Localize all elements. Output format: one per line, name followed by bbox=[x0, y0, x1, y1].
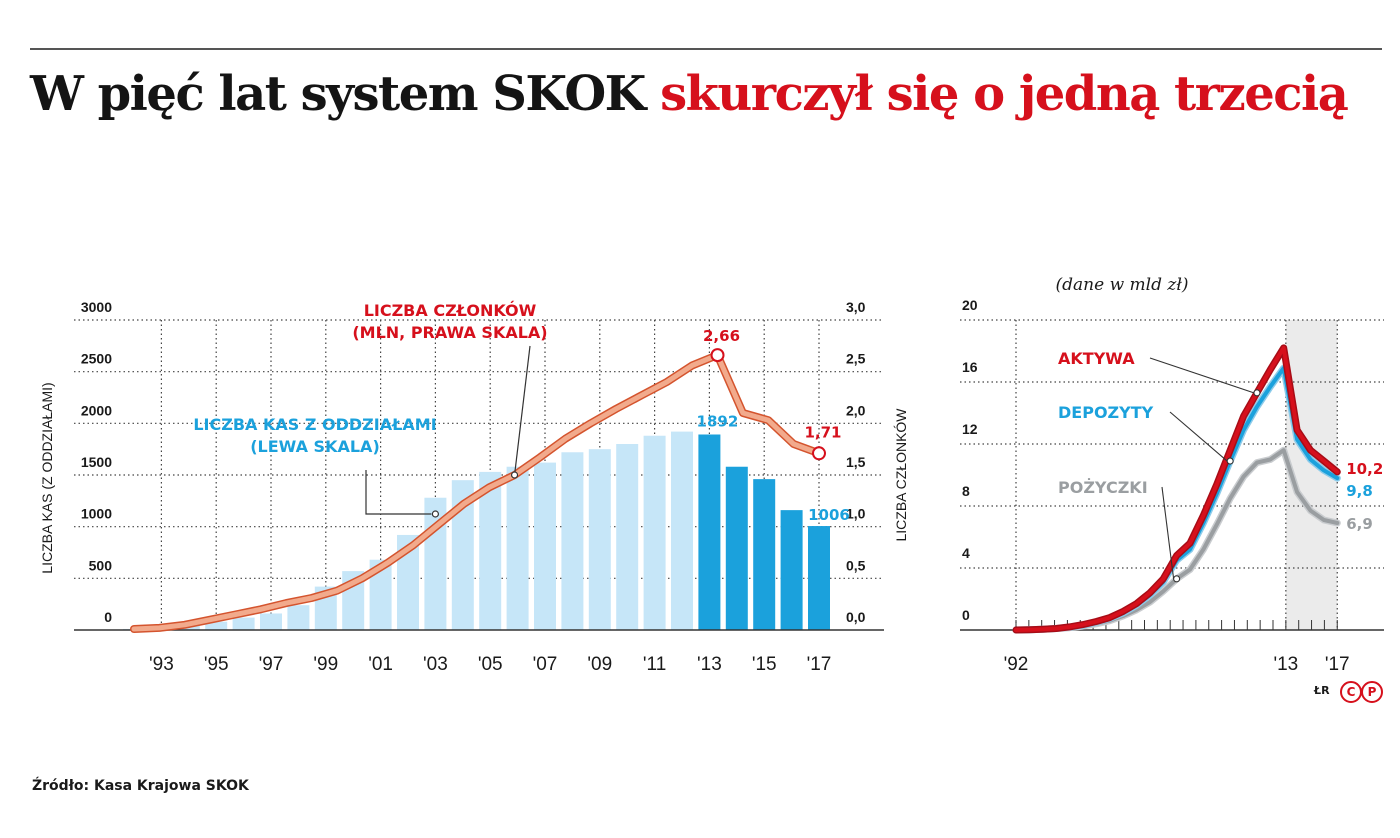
y-tick-left: 1500 bbox=[81, 454, 112, 470]
bar bbox=[588, 449, 611, 630]
branches-peak-label: 1892 bbox=[697, 412, 739, 430]
series-label-2: POŻYCZKI bbox=[1058, 478, 1148, 497]
x-tick: '15 bbox=[752, 654, 777, 675]
y-tick-left: 3000 bbox=[81, 299, 112, 315]
bar bbox=[397, 534, 419, 630]
bar bbox=[287, 605, 310, 630]
branches-last-label: 1006 bbox=[808, 506, 850, 524]
bar bbox=[232, 617, 255, 630]
series-leader-0 bbox=[1149, 357, 1255, 394]
right-chart-subtitle: (dane w mld zł) bbox=[1056, 275, 1189, 295]
headline-part2: skurczył się o jedną trzecią bbox=[660, 66, 1349, 122]
y-tick-right: 2,5 bbox=[846, 351, 866, 367]
y-axis-title-right: LICZBA CZŁONKÓW bbox=[893, 408, 909, 542]
bar bbox=[451, 480, 474, 630]
publisher-logo: C P bbox=[1340, 681, 1388, 703]
members-last-marker bbox=[812, 446, 826, 461]
y-tick-right-chart: 12 bbox=[962, 421, 978, 437]
series-label-0: AKTYWA bbox=[1058, 349, 1135, 368]
y-tick-right: 1,0 bbox=[846, 506, 866, 522]
x-tick: '97 bbox=[259, 654, 284, 675]
series-leader-dot-2 bbox=[1173, 575, 1181, 583]
x-tick: '01 bbox=[368, 654, 393, 675]
bar bbox=[506, 466, 529, 630]
members-peak-label: 2,66 bbox=[703, 327, 740, 345]
x-tick-right-chart: '17 bbox=[1325, 654, 1350, 675]
x-tick: '07 bbox=[533, 654, 558, 675]
branches-annotation-line2: (LEWA SKALA) bbox=[250, 437, 380, 456]
members-last-label: 1,71 bbox=[804, 423, 841, 441]
bar bbox=[616, 444, 639, 630]
y-tick-right: 0,0 bbox=[846, 609, 866, 625]
series-leader-1 bbox=[1169, 411, 1228, 462]
bar bbox=[808, 526, 830, 630]
source-note: Źródło: Kasa Krajowa SKOK bbox=[32, 778, 249, 794]
y-tick-right-chart: 8 bbox=[962, 483, 970, 499]
y-tick-left: 500 bbox=[89, 557, 113, 573]
logo-letter-p: P bbox=[1361, 681, 1383, 703]
top-rule bbox=[30, 48, 1382, 50]
x-tick: '99 bbox=[313, 654, 338, 675]
x-tick-right-chart: '13 bbox=[1273, 654, 1298, 675]
x-tick: '93 bbox=[149, 654, 174, 675]
headline-part1: W pięć lat system SKOK bbox=[30, 66, 646, 122]
branches-annotation-line1: LICZBA KAS Z ODDZIAŁAMI bbox=[193, 415, 436, 434]
bar bbox=[671, 431, 693, 630]
bar bbox=[205, 621, 228, 630]
y-tick-right: 2,0 bbox=[846, 402, 866, 418]
bar bbox=[698, 434, 721, 630]
x-tick: '11 bbox=[643, 654, 666, 675]
bar bbox=[780, 510, 803, 630]
y-tick-right-chart: 0 bbox=[962, 607, 970, 623]
members-leader-dot bbox=[510, 471, 519, 479]
y-tick-left: 2500 bbox=[81, 351, 112, 367]
series-leader-dot-1 bbox=[1226, 457, 1234, 465]
logo-letter-c: C bbox=[1340, 681, 1362, 703]
x-tick-right-chart: '92 bbox=[1004, 654, 1029, 675]
series-end-label-0: 10,2 bbox=[1346, 460, 1383, 478]
y-axis-title-left: LICZBA KAS (Z ODDZIAŁAMI) bbox=[39, 382, 55, 573]
members-annotation-line2: (MLN, PRAWA SKALA) bbox=[352, 323, 547, 342]
x-tick: '17 bbox=[807, 654, 832, 675]
y-tick-right-chart: 16 bbox=[962, 359, 978, 375]
bar bbox=[260, 613, 282, 630]
bar bbox=[369, 559, 392, 630]
y-tick-right: 3,0 bbox=[846, 299, 866, 315]
y-tick-right-chart: 4 bbox=[962, 545, 970, 561]
x-tick: '05 bbox=[478, 654, 503, 675]
bar bbox=[561, 452, 584, 630]
members-annotation-line1: LICZBA CZŁONKÓW bbox=[364, 301, 537, 320]
bar bbox=[725, 466, 748, 630]
y-tick-left: 0 bbox=[104, 609, 112, 625]
members-leader-line bbox=[513, 345, 531, 476]
y-tick-left: 1000 bbox=[81, 506, 112, 522]
x-tick: '03 bbox=[423, 654, 448, 675]
branches-leader-dot bbox=[431, 510, 439, 518]
members-line bbox=[131, 352, 822, 632]
y-tick-right: 1,5 bbox=[846, 454, 866, 470]
x-tick: '13 bbox=[697, 654, 722, 675]
bar bbox=[643, 435, 666, 630]
author-credit: ŁR bbox=[1314, 684, 1330, 697]
series-leader-dot-0 bbox=[1253, 389, 1261, 397]
series-end-label-2: 6,9 bbox=[1346, 515, 1373, 533]
y-tick-right-chart: 20 bbox=[962, 297, 978, 313]
y-tick-left: 2000 bbox=[81, 402, 112, 418]
y-tick-right: 0,5 bbox=[846, 557, 866, 573]
series-leader-2 bbox=[1161, 486, 1175, 579]
x-tick: '09 bbox=[587, 654, 612, 675]
series-end-label-1: 9,8 bbox=[1346, 482, 1373, 500]
x-tick: '95 bbox=[204, 654, 229, 675]
bar bbox=[753, 479, 776, 630]
members-peak-marker bbox=[710, 348, 725, 363]
series-line-0 bbox=[1014, 345, 1340, 632]
series-label-1: DEPOZYTY bbox=[1058, 403, 1154, 422]
headline: W pięć lat system SKOK skurczył się o je… bbox=[30, 66, 1390, 124]
bar bbox=[534, 462, 556, 630]
branches-leader-line bbox=[365, 470, 432, 515]
bar bbox=[479, 471, 502, 630]
